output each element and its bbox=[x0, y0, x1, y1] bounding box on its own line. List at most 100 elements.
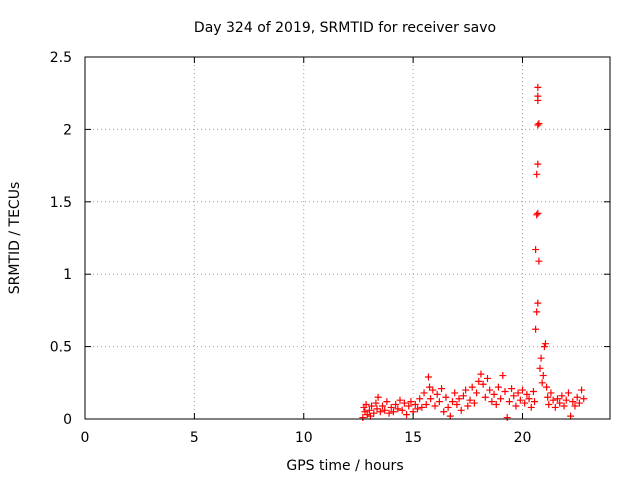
x-tick-label-3: 15 bbox=[404, 430, 422, 446]
data-point-18 bbox=[389, 408, 397, 416]
data-point-5 bbox=[365, 406, 373, 414]
y-axis-label: SRMTID / TECUs bbox=[7, 182, 23, 295]
data-point-74 bbox=[510, 392, 518, 400]
data-point-19 bbox=[392, 401, 400, 409]
data-point-88 bbox=[535, 257, 543, 265]
data-point-24 bbox=[403, 411, 411, 419]
data-point-122 bbox=[578, 386, 586, 394]
data-point-93 bbox=[534, 160, 542, 168]
data-point-118 bbox=[569, 398, 577, 406]
y-tick-label-1: 0.5 bbox=[50, 340, 72, 356]
data-point-68 bbox=[497, 395, 505, 403]
data-point-16 bbox=[385, 409, 393, 417]
data-point-110 bbox=[551, 403, 559, 411]
data-point-119 bbox=[571, 402, 579, 410]
data-point-56 bbox=[470, 399, 478, 407]
data-point-84 bbox=[531, 398, 539, 406]
data-point-117 bbox=[567, 412, 575, 420]
axis-ticks: 0 5 10 15 20 0 0.5 1 1.5 2 2.5 bbox=[50, 50, 610, 446]
data-point-40 bbox=[435, 398, 443, 406]
data-point-48 bbox=[453, 401, 461, 409]
data-point-98 bbox=[534, 83, 542, 91]
data-point-108 bbox=[547, 389, 555, 397]
data-point-114 bbox=[560, 402, 568, 410]
data-point-81 bbox=[525, 395, 533, 403]
data-point-45 bbox=[446, 412, 454, 420]
data-point-64 bbox=[488, 398, 496, 406]
data-point-106 bbox=[544, 393, 552, 401]
data-point-66 bbox=[492, 401, 500, 409]
data-point-50 bbox=[457, 406, 465, 414]
data-point-9 bbox=[372, 399, 380, 407]
data-point-77 bbox=[516, 396, 524, 404]
data-point-51 bbox=[459, 392, 467, 400]
data-point-32 bbox=[420, 389, 428, 397]
data-point-95 bbox=[535, 120, 543, 128]
y-tick-label-0: 0 bbox=[63, 412, 72, 428]
data-point-26 bbox=[407, 398, 415, 406]
data-point-34 bbox=[424, 373, 432, 381]
data-point-92 bbox=[533, 170, 541, 178]
data-point-80 bbox=[523, 390, 531, 398]
data-point-89 bbox=[532, 246, 540, 254]
data-point-43 bbox=[442, 393, 450, 401]
data-point-63 bbox=[486, 386, 494, 394]
data-point-97 bbox=[534, 92, 542, 100]
x-tick-label-4: 20 bbox=[514, 430, 532, 446]
data-point-71 bbox=[503, 414, 511, 422]
data-point-123 bbox=[580, 395, 588, 403]
y-tick-label-5: 2.5 bbox=[50, 50, 72, 66]
data-point-28 bbox=[411, 401, 419, 409]
data-point-79 bbox=[521, 399, 529, 407]
data-point-105 bbox=[543, 383, 551, 391]
data-points bbox=[359, 83, 588, 422]
data-point-113 bbox=[558, 392, 566, 400]
data-point-57 bbox=[473, 389, 481, 397]
y-tick-label-3: 1.5 bbox=[50, 195, 72, 211]
data-point-11 bbox=[374, 393, 382, 401]
data-point-20 bbox=[394, 405, 402, 413]
data-point-13 bbox=[379, 402, 386, 410]
data-point-86 bbox=[533, 308, 541, 316]
data-point-90 bbox=[533, 211, 541, 219]
chart-title: Day 324 of 2019, SRMTID for receiver sav… bbox=[194, 20, 496, 36]
data-point-41 bbox=[438, 385, 446, 393]
data-point-104 bbox=[541, 340, 549, 348]
data-point-4 bbox=[363, 411, 371, 419]
data-point-62 bbox=[484, 374, 491, 382]
data-point-54 bbox=[466, 396, 474, 404]
data-point-53 bbox=[464, 402, 472, 410]
grid-lines bbox=[85, 57, 610, 419]
data-point-72 bbox=[505, 398, 513, 406]
data-point-83 bbox=[529, 387, 537, 395]
data-point-76 bbox=[514, 389, 522, 397]
data-point-23 bbox=[400, 399, 408, 407]
data-point-47 bbox=[451, 389, 459, 397]
data-point-94 bbox=[534, 121, 542, 129]
data-point-102 bbox=[539, 372, 547, 380]
data-point-99 bbox=[536, 364, 544, 372]
data-point-101 bbox=[538, 379, 546, 387]
data-point-37 bbox=[429, 386, 437, 394]
x-tick-label-2: 10 bbox=[295, 430, 313, 446]
data-point-44 bbox=[444, 403, 452, 411]
data-point-100 bbox=[537, 354, 545, 362]
data-point-38 bbox=[431, 402, 439, 410]
data-point-115 bbox=[562, 396, 570, 404]
x-tick-label-0: 0 bbox=[81, 430, 90, 446]
data-point-22 bbox=[398, 406, 406, 414]
y-tick-label-2: 1 bbox=[63, 267, 72, 283]
data-point-29 bbox=[414, 405, 421, 413]
data-point-107 bbox=[545, 401, 553, 409]
x-axis-label: GPS time / hours bbox=[286, 458, 403, 474]
data-point-85 bbox=[532, 325, 540, 333]
data-point-33 bbox=[422, 401, 430, 409]
data-point-60 bbox=[479, 380, 487, 388]
data-point-17 bbox=[387, 403, 395, 411]
data-point-69 bbox=[499, 372, 507, 380]
data-point-3 bbox=[362, 401, 370, 409]
data-point-30 bbox=[416, 395, 424, 403]
data-point-15 bbox=[383, 398, 391, 406]
data-point-8 bbox=[370, 409, 378, 417]
data-point-59 bbox=[477, 370, 485, 378]
